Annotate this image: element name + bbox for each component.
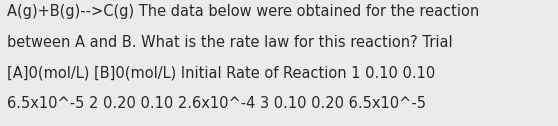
Text: between A and B. What is the rate law for this reaction? Trial: between A and B. What is the rate law fo…: [7, 35, 453, 50]
Text: A(g)+B(g)-->C(g) The data below were obtained for the reaction: A(g)+B(g)-->C(g) The data below were obt…: [7, 4, 479, 19]
Text: 6.5x10^-5 2 0.20 0.10 2.6x10^-4 3 0.10 0.20 6.5x10^-5: 6.5x10^-5 2 0.20 0.10 2.6x10^-4 3 0.10 0…: [7, 96, 426, 111]
Text: [A]0(mol/L) [B]0(mol/L) Initial Rate of Reaction 1 0.10 0.10: [A]0(mol/L) [B]0(mol/L) Initial Rate of …: [7, 66, 435, 81]
